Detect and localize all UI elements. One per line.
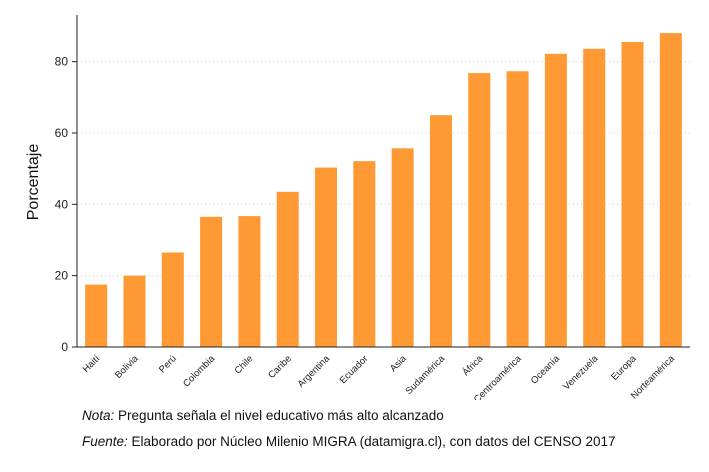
y-tick-label: 60 — [55, 126, 69, 140]
chart-note: Nota: Pregunta señala el nivel educativo… — [82, 408, 444, 423]
y-tick-label: 40 — [55, 197, 69, 211]
bar — [85, 284, 108, 347]
chart-source: Fuente: Elaborado por Núcleo Milenio MIG… — [82, 434, 616, 449]
source-text: Elaborado por Núcleo Milenio MIGRA (data… — [131, 434, 616, 449]
bar — [161, 252, 184, 347]
bar — [506, 71, 529, 347]
bar — [659, 33, 682, 347]
bar — [276, 191, 299, 347]
note-label: Nota: — [82, 408, 115, 423]
bar — [200, 216, 223, 347]
y-tick-label: 20 — [55, 269, 69, 283]
bars — [85, 33, 682, 348]
x-tick-label: Perú — [157, 353, 179, 375]
note-text: Pregunta señala el nivel educativo más a… — [118, 408, 444, 423]
x-tick-label: Asia — [388, 353, 409, 374]
bar — [238, 216, 261, 347]
x-tick-label: Bolivia — [113, 353, 141, 381]
y-tick-label: 80 — [55, 55, 69, 69]
x-tick-label: Haití — [81, 353, 103, 375]
source-label: Fuente: — [82, 434, 128, 449]
x-tick-label: Caribe — [266, 353, 294, 381]
x-tick-label: Ecuador — [338, 353, 371, 386]
x-tick-label: Venezuela — [561, 353, 601, 393]
bar-chart: Haití Bolivia Perú Colombia Chile Caribe Argen… — [25, 15, 690, 400]
x-tick-label: Europa — [609, 353, 639, 383]
y-axis-label: Porcentaje — [25, 144, 42, 221]
bar — [429, 115, 452, 348]
x-tick-label: Colombia — [181, 353, 218, 390]
bar — [315, 167, 338, 347]
bar — [544, 53, 567, 347]
x-tick-label: Sudamérica — [403, 353, 447, 397]
bar — [391, 148, 414, 347]
bar — [621, 42, 644, 348]
bar — [583, 48, 606, 348]
x-tick-label: Chile — [232, 353, 255, 376]
bar — [468, 73, 491, 348]
x-tick-label: África — [460, 353, 485, 378]
bar — [353, 161, 376, 347]
bar — [123, 275, 146, 347]
y-tick-label: 0 — [61, 340, 68, 354]
x-tick-label: Oceanía — [529, 353, 563, 387]
x-tick-label: Argentina — [296, 353, 333, 390]
